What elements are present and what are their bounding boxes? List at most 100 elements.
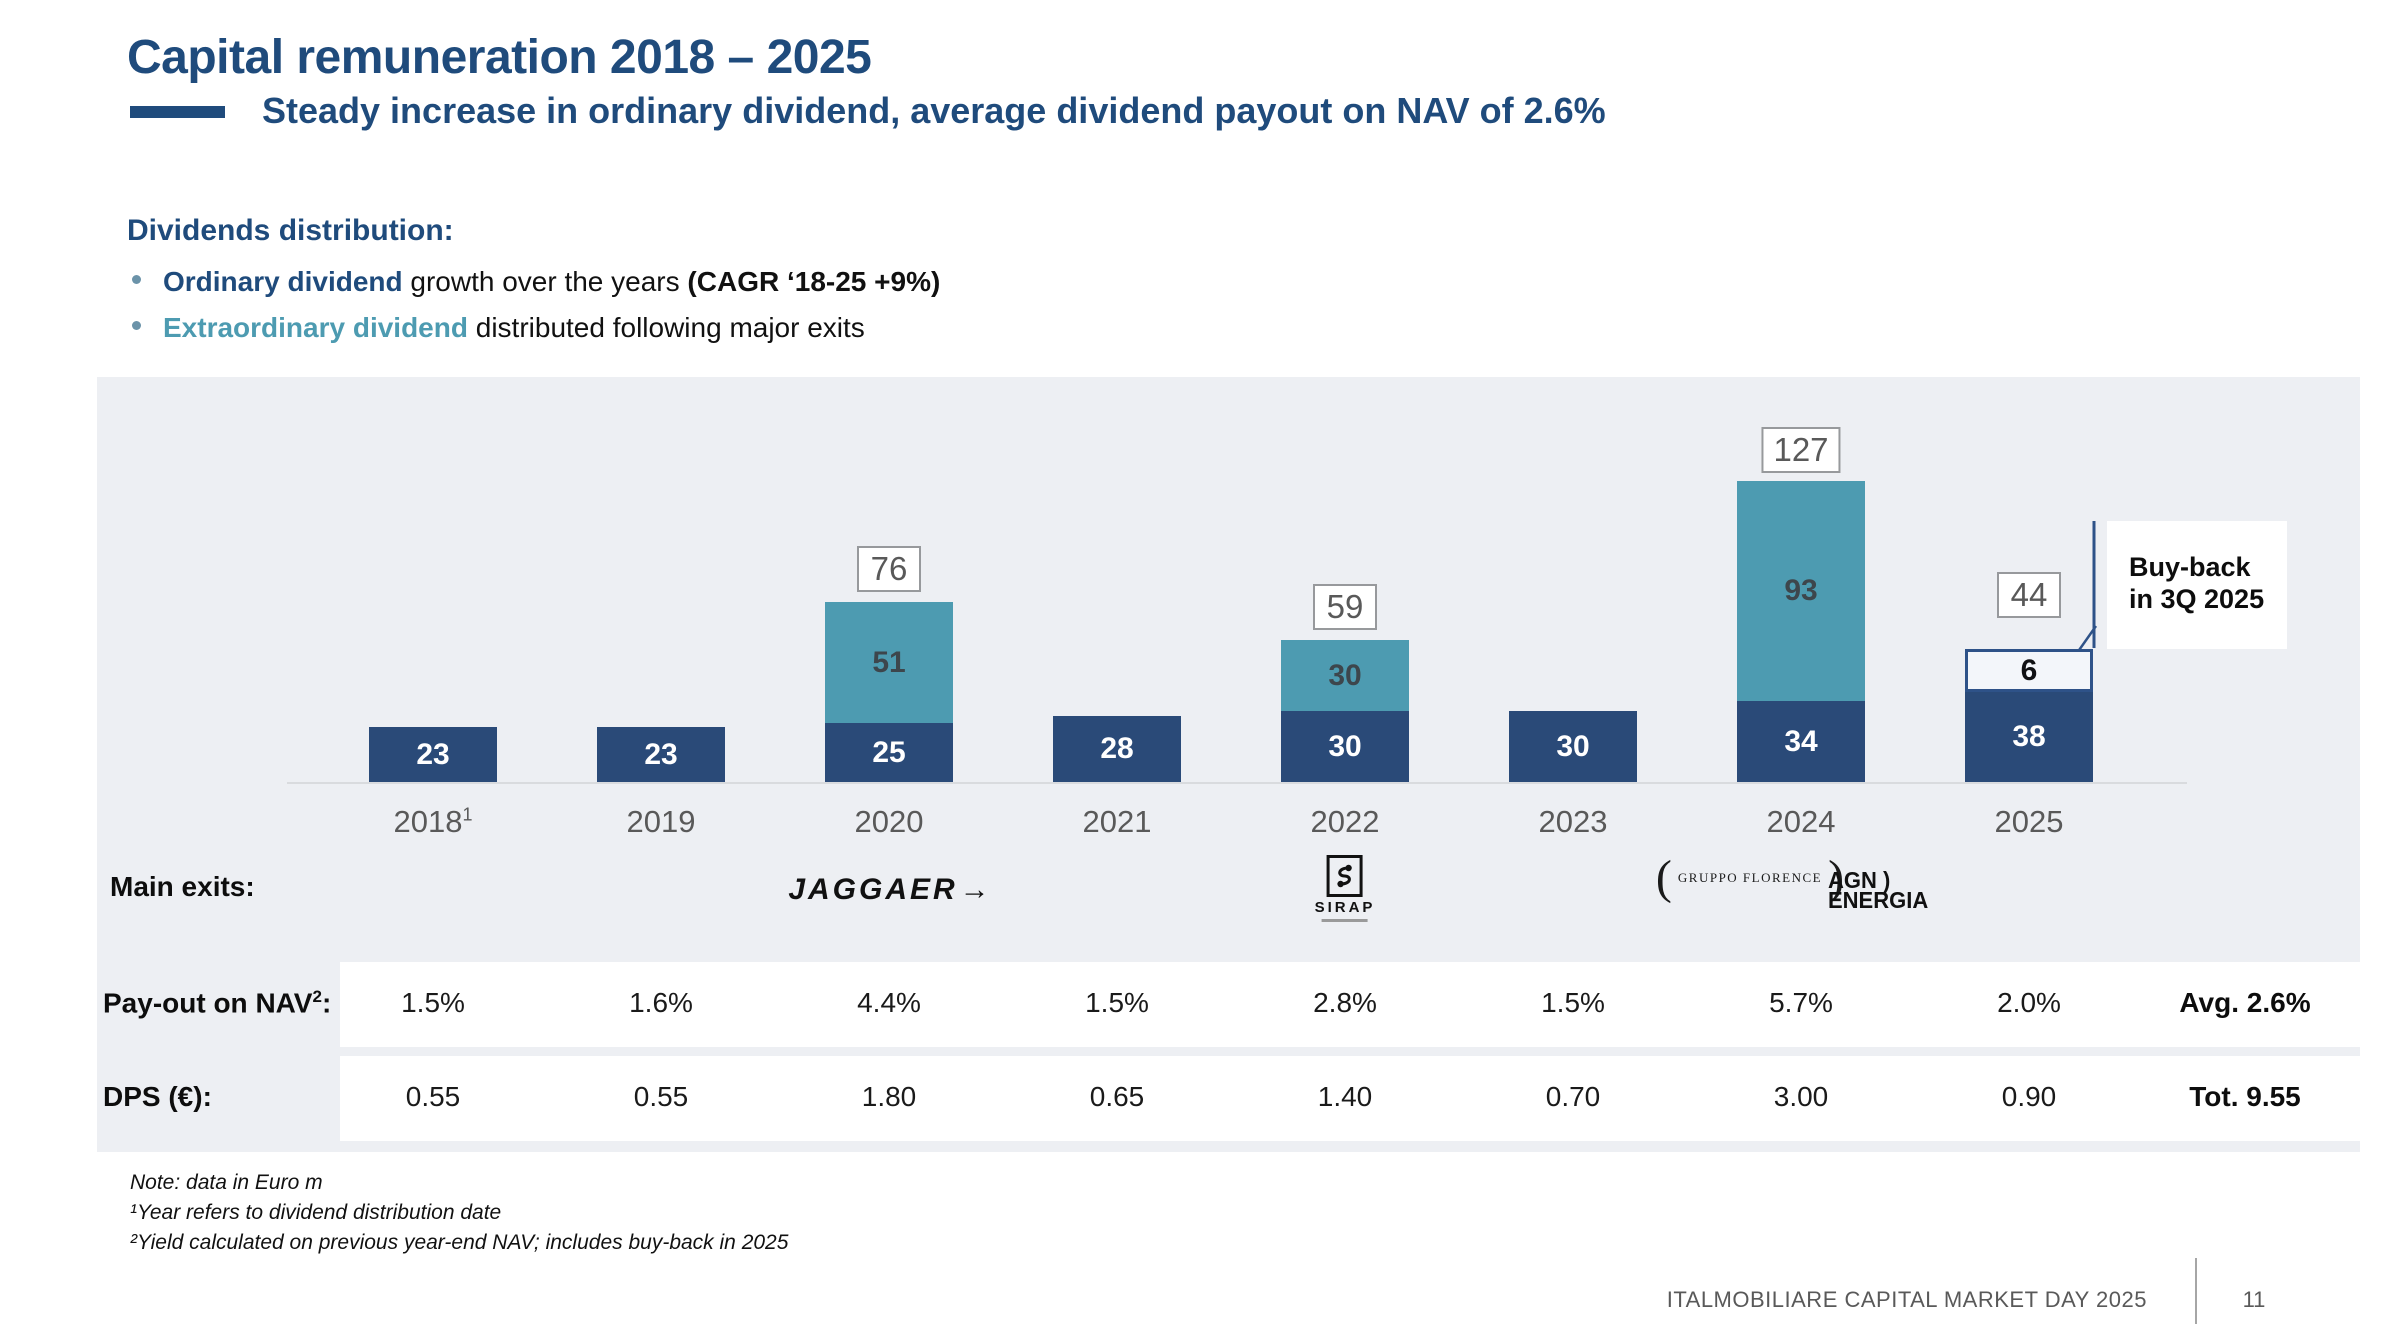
title-accent-dash xyxy=(130,106,225,118)
bar-2023-ordinary: 30 xyxy=(1509,711,1637,782)
bar-value-label: 30 xyxy=(1556,729,1590,763)
total-box-2020: 76 xyxy=(857,546,921,592)
payout-value: 1.6% xyxy=(629,987,693,1018)
payout-label-sup: 2 xyxy=(312,987,322,1006)
year-label-2021: 2021 xyxy=(1082,804,1152,839)
payout-row-label: Pay-out on NAV2: xyxy=(103,987,331,1019)
payout-row-band xyxy=(340,962,2360,1047)
bar-2025-buyback: 6 xyxy=(1965,649,2093,692)
bar-2019-ordinary: 23 xyxy=(597,727,725,782)
bar-value-label: 30 xyxy=(1328,658,1362,692)
jaggaer-logo-text: JAGGAER xyxy=(788,873,958,906)
bar-2018-ordinary: 23 xyxy=(369,727,497,782)
bar-value-label: 34 xyxy=(1784,724,1818,758)
callout-line2: in 3Q 2025 xyxy=(2129,584,2265,614)
footer-title: ITALMOBILIARE CAPITAL MARKET DAY 2025 xyxy=(1666,1287,2147,1312)
bullet-tail: (CAGR ‘18-25 +9%) xyxy=(687,266,941,297)
year-label-2023: 2023 xyxy=(1538,804,1608,839)
gf-paren-open: ( xyxy=(1655,851,1672,904)
payout-value: 1.5% xyxy=(1541,987,1605,1018)
bullet-lead: Ordinary dividend xyxy=(163,266,403,297)
sirap-logo: SIRAP xyxy=(1315,855,1376,922)
year-label-2024: 2024 xyxy=(1766,804,1836,839)
dps-value: 3.00 xyxy=(1773,1081,1829,1112)
bar-value-label: 25 xyxy=(872,735,906,769)
bar-value-label: 23 xyxy=(644,737,678,771)
footnote-line: ²Yield calculated on previous year-end N… xyxy=(130,1231,789,1254)
dps-row-label: DPS (€): xyxy=(103,1081,212,1112)
x-axis-line xyxy=(287,782,2187,784)
payout-label-text: Pay-out on NAV xyxy=(103,987,313,1019)
bullet-mid: distributed following major exits xyxy=(467,312,865,343)
dps-row-band xyxy=(340,1056,2360,1141)
year-label-2020: 2020 xyxy=(854,804,924,839)
dps-value: 1.40 xyxy=(1317,1081,1373,1112)
bar-value-label: 23 xyxy=(416,737,450,771)
bullet-extraordinary-dividend: Extraordinary dividend distributed follo… xyxy=(132,312,865,344)
total-box-2024: 127 xyxy=(1761,427,1841,473)
jaggaer-logo: JAGGAER→ xyxy=(788,873,989,907)
payout-value: 5.7% xyxy=(1769,987,1833,1018)
dps-value: 0.55 xyxy=(633,1081,689,1112)
bar-2024-extraordinary: 93 xyxy=(1737,481,1865,701)
footnote-line: ¹Year refers to dividend distribution da… xyxy=(130,1201,502,1224)
payout-value: 1.5% xyxy=(401,987,465,1018)
chart-panel: Buy-back in 3Q 2025 Main exits: JAGGAER→… xyxy=(97,377,2360,1152)
dps-value: 0.70 xyxy=(1545,1081,1601,1112)
footer-divider xyxy=(2195,1258,2197,1324)
dps-summary: Tot. 9.55 xyxy=(2189,1081,2301,1112)
agn-logo-line2: ENERGIA xyxy=(1828,886,1929,914)
bar-2021-ordinary: 28 xyxy=(1053,716,1181,782)
dps-value: 0.55 xyxy=(405,1081,461,1112)
dps-value: 0.90 xyxy=(2001,1081,2057,1112)
slide-subtitle: Steady increase in ordinary dividend, av… xyxy=(262,90,1606,131)
bullet-ordinary-dividend: Ordinary dividend growth over the years … xyxy=(132,266,940,298)
bullet-dot-icon xyxy=(132,275,141,284)
bar-2022-extraordinary: 30 xyxy=(1281,640,1409,711)
footnote-line: Note: data in Euro m xyxy=(130,1171,323,1194)
bar-2024-ordinary: 34 xyxy=(1737,701,1865,782)
agn-energia-logo: AGN ) ENERGIA xyxy=(1828,866,1929,914)
total-box-2025: 44 xyxy=(1997,572,2061,618)
payout-value: 4.4% xyxy=(857,987,921,1018)
bar-2022-ordinary: 30 xyxy=(1281,711,1409,782)
sirap-emblem-icon xyxy=(1327,855,1363,897)
bar-value-label: 28 xyxy=(1100,732,1134,765)
callout-line1: Buy-back xyxy=(2129,552,2251,582)
bullet-mid: growth over the years xyxy=(402,266,688,297)
gruppo-florence-logo-text: GRUPPO FLORENCE xyxy=(1677,870,1823,885)
total-box-2022: 59 xyxy=(1313,584,1377,630)
bar-2025-ordinary: 38 xyxy=(1965,692,2093,782)
dps-value: 0.65 xyxy=(1089,1081,1145,1112)
dps-value: 1.80 xyxy=(861,1081,917,1112)
buyback-callout: Buy-back in 3Q 2025 xyxy=(2107,521,2287,649)
year-label-2025: 2025 xyxy=(1994,804,2064,839)
payout-value: 2.8% xyxy=(1313,987,1377,1018)
bullet-lead: Extraordinary dividend xyxy=(163,312,468,343)
bar-value-label: 93 xyxy=(1784,574,1818,607)
bar-value-label: 30 xyxy=(1328,729,1362,763)
bar-2020-ordinary: 25 xyxy=(825,723,953,782)
bar-value-label: 51 xyxy=(872,645,906,679)
footnotes: Note: data in Euro m ¹Year refers to div… xyxy=(130,1168,788,1258)
bar-2020-extraordinary: 51 xyxy=(825,602,953,723)
page-number: 11 xyxy=(2242,1287,2266,1312)
bullet-dot-icon xyxy=(132,321,141,330)
payout-value: 2.0% xyxy=(1997,987,2061,1018)
main-exits-label: Main exits: xyxy=(110,871,255,902)
agn-logo-line1: AGN ) xyxy=(1828,866,1891,894)
bar-value-label: 38 xyxy=(2012,720,2046,753)
slide-title: Capital remuneration 2018 – 2025 xyxy=(127,31,872,84)
sirap-logo-text: SIRAP xyxy=(1314,899,1376,916)
year-label-2022: 2022 xyxy=(1310,804,1380,839)
gruppo-florence-logo: ( GRUPPO FLORENCE ) xyxy=(1655,851,1845,904)
bar-value-label: 6 xyxy=(2020,653,2038,687)
year-label-2019: 2019 xyxy=(626,804,696,839)
payout-value: 1.5% xyxy=(1085,987,1149,1018)
year-label-2018: 20181 xyxy=(393,804,473,839)
sirap-subline xyxy=(1322,919,1368,922)
payout-summary: Avg. 2.6% xyxy=(2179,987,2311,1018)
gf-paren-close: ) xyxy=(1828,851,1845,904)
dividends-heading: Dividends distribution: xyxy=(127,214,454,247)
jaggaer-arrow-icon: → xyxy=(959,873,990,906)
